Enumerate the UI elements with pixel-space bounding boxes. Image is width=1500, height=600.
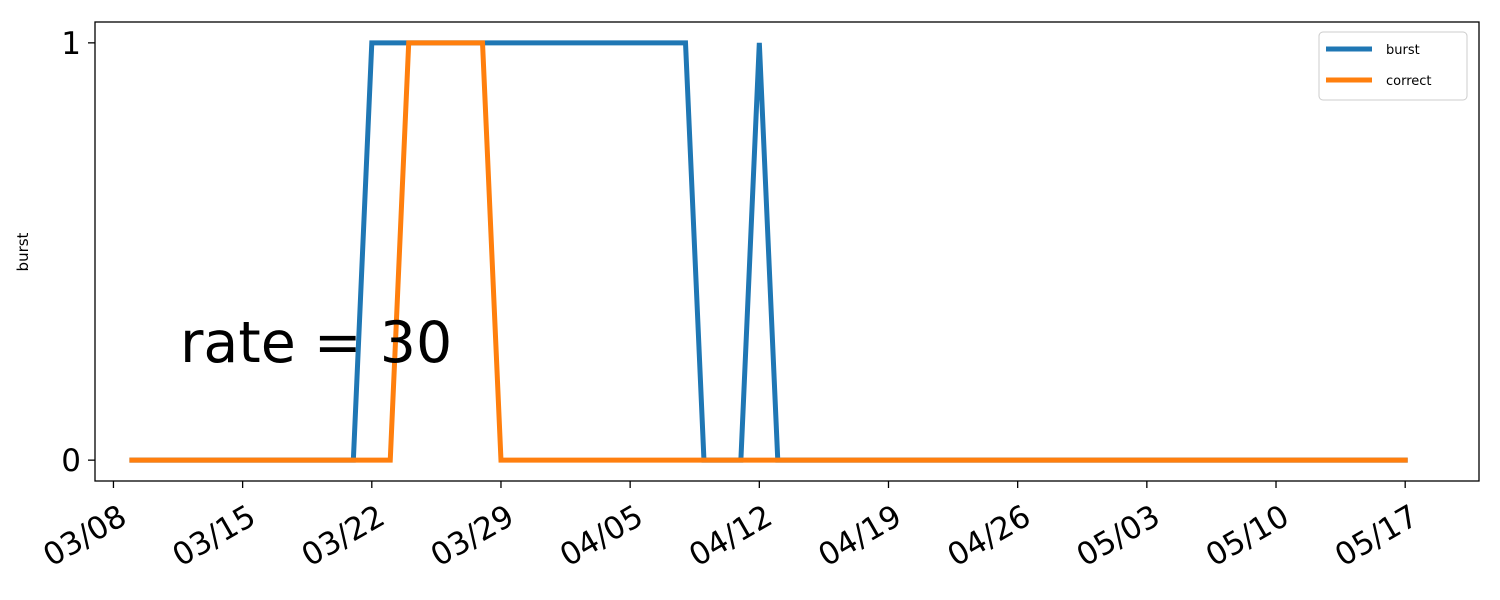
- series-layer: [129, 40, 1408, 463]
- legend-label-correct: correct: [1386, 74, 1432, 89]
- series-line-correct: [129, 40, 1408, 463]
- y-axis-label: burst: [14, 232, 32, 271]
- y-axis: 01: [61, 26, 95, 479]
- legend-label-burst: burst: [1386, 43, 1420, 58]
- y-tick-label: 1: [61, 26, 81, 62]
- plot-frame: [94, 21, 1480, 482]
- y-tick-label: 0: [61, 443, 81, 479]
- legend: burst correct: [1318, 31, 1468, 101]
- rate-annotation: rate = 30: [180, 310, 452, 376]
